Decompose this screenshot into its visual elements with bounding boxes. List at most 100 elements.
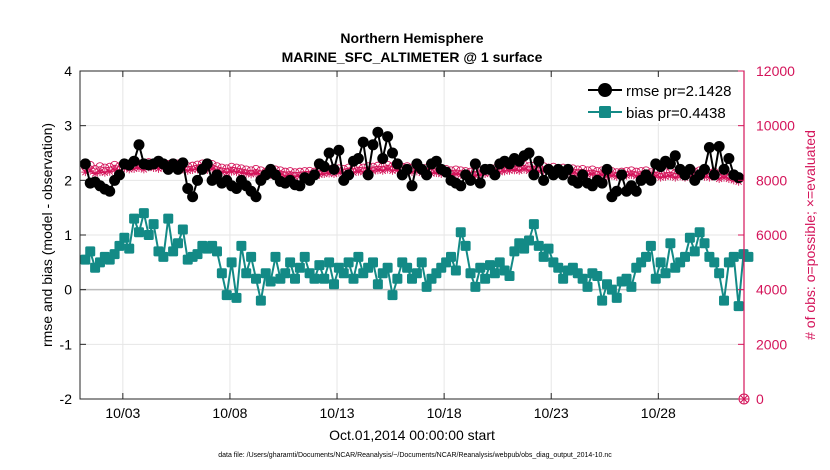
rmse-point [308, 169, 320, 181]
x-tick-label: 10/08 [212, 405, 247, 421]
rmse-point [230, 183, 242, 195]
rmse-point [430, 155, 442, 167]
bias-point [660, 268, 671, 279]
rmse-point [474, 177, 486, 189]
evaluated-point [471, 171, 480, 180]
evaluated-point [217, 168, 226, 177]
bias-point [172, 238, 183, 249]
y2-tick-label: 8000 [756, 172, 787, 188]
rmse-point [528, 169, 540, 181]
rmse-point [343, 169, 355, 181]
bias-point [255, 295, 266, 306]
bias-point [309, 273, 320, 284]
x-axis: 10/03 10/08 10/13 10/18 10/23 10/28 [105, 71, 676, 421]
bias-point [719, 295, 730, 306]
evaluated-point [598, 170, 607, 179]
rmse-point [182, 183, 194, 195]
bias-point [684, 232, 695, 243]
bias-point [597, 295, 608, 306]
evaluated-point [525, 166, 534, 175]
bias-point [645, 240, 656, 251]
evaluated-point [281, 172, 290, 181]
evaluated-point [388, 166, 397, 175]
rmse-point [465, 174, 477, 186]
evaluated-point [661, 172, 670, 181]
evaluated-point [290, 172, 299, 181]
bias-point [728, 251, 739, 262]
bias-point [294, 262, 305, 273]
legend-bias-label: bias pr=0.4438 [626, 105, 726, 122]
bias-point [324, 257, 335, 268]
bias-point [470, 281, 481, 292]
y2-tick-label: 2000 [756, 336, 787, 352]
rmse-point [533, 155, 545, 167]
bias-point [733, 301, 744, 312]
bias-point [314, 260, 325, 271]
evaluated-point [183, 166, 192, 175]
bias-point [270, 251, 281, 262]
bias-point [124, 243, 135, 254]
bias-point [558, 273, 569, 284]
rmse-point [357, 136, 369, 148]
bias-point [402, 262, 413, 273]
bias-point [158, 251, 169, 262]
chart-subtitle: MARINE_SFC_ALTIMETER @ 1 surface [281, 49, 543, 65]
bias-point [694, 227, 705, 238]
legend-bias-marker [599, 106, 611, 118]
x-tick-label: 10/18 [427, 405, 462, 421]
bias-point [367, 257, 378, 268]
evaluated-point [354, 167, 363, 176]
evaluated-point [130, 164, 139, 173]
evaluated-point [476, 170, 485, 179]
bias-point [168, 246, 179, 257]
evaluated-point [325, 169, 334, 178]
right-y-axis: 0 2000 4000 6000 8000 10000 12000 [738, 63, 795, 407]
bias-point [480, 273, 491, 284]
evaluated-point [520, 165, 529, 174]
bias-point [494, 257, 505, 268]
evaluated-point [208, 164, 217, 173]
rmse-point [601, 163, 613, 175]
y-tick-label: 0 [64, 282, 72, 298]
evaluated-point [671, 173, 680, 182]
bias-point [743, 251, 754, 262]
rmse-point [211, 169, 223, 181]
evaluated-point [393, 166, 402, 175]
x-tick-label: 10/13 [320, 405, 355, 421]
evaluated-point [451, 170, 460, 179]
rmse-point [294, 180, 306, 192]
bias-point [80, 254, 91, 265]
bias-point [485, 260, 496, 271]
bias-point [241, 268, 252, 279]
rmse-point [669, 150, 681, 162]
bias-point [504, 271, 515, 281]
bias-point [421, 281, 432, 292]
rmse-point [455, 180, 467, 192]
bias-point [460, 240, 471, 251]
evaluated-point [607, 171, 616, 180]
evaluated-point [627, 170, 636, 179]
bias-point [382, 262, 393, 273]
evaluated-point [656, 173, 665, 182]
rmse-point [113, 169, 125, 181]
bias-point [543, 243, 554, 254]
bias-point [221, 290, 232, 301]
rmse-point [104, 185, 116, 197]
bias-point [655, 257, 666, 268]
evaluated-point [232, 168, 241, 177]
evaluated-point [134, 164, 143, 173]
evaluated-point [368, 167, 377, 176]
evaluated-point [432, 168, 441, 177]
bias-point [606, 284, 617, 295]
bias-point [163, 213, 174, 224]
evaluated-point [95, 168, 104, 177]
evaluated-point [373, 166, 382, 175]
bias-point [489, 268, 500, 279]
y2-tick-label: 4000 [756, 282, 787, 298]
bias-point [416, 257, 427, 268]
evaluated-point [320, 170, 329, 179]
evaluated-point [154, 164, 163, 173]
bias-point [211, 246, 222, 257]
evaluated-point [378, 166, 387, 175]
